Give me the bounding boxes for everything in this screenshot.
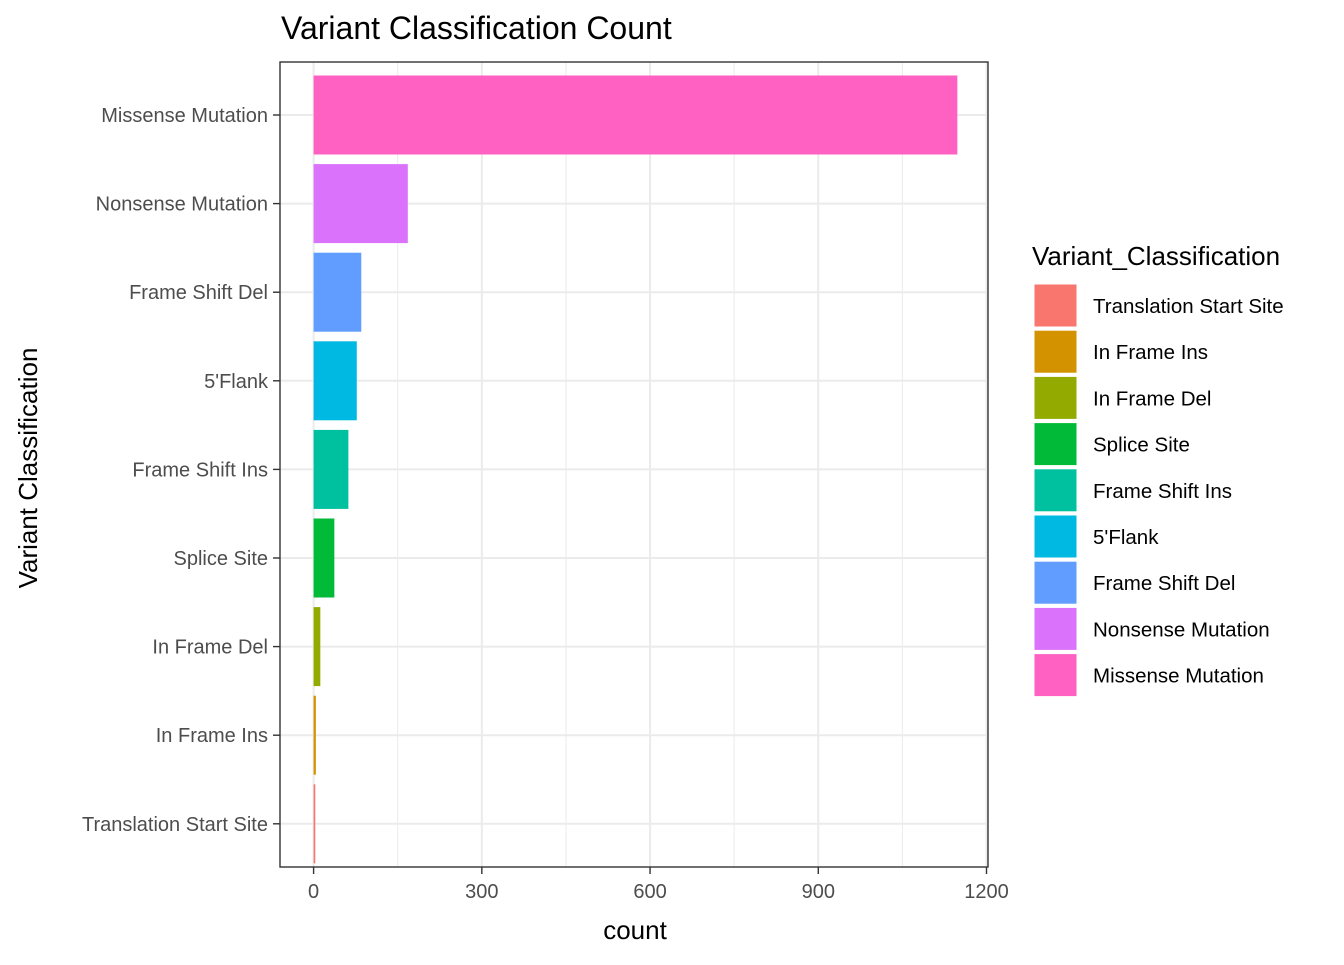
legend-swatch	[1033, 422, 1078, 467]
legend-items: Translation Start Site In Frame Ins In Fra…	[1033, 283, 1284, 698]
legend-label: Splice Site	[1093, 434, 1190, 457]
y-tick-label: Missense Mutation	[101, 105, 268, 127]
legend-label: 5'Flank	[1093, 526, 1159, 549]
legend-label: In Frame Del	[1093, 387, 1211, 410]
legend-swatch	[1033, 514, 1078, 559]
x-tick-label: 300	[465, 881, 498, 903]
bar-missense-mutation	[313, 75, 958, 155]
y-tick-label: Frame Shift Ins	[132, 459, 268, 481]
legend-item-splice-site: Splice Site	[1033, 422, 1190, 467]
legend-item-frame-shift-del: Frame Shift Del	[1033, 560, 1235, 605]
legend-label: Missense Mutation	[1093, 665, 1264, 688]
legend-swatch	[1033, 560, 1078, 605]
y-tick-label: In Frame Ins	[156, 725, 268, 747]
x-tick-label: 900	[802, 881, 835, 903]
x-axis-title: count	[603, 915, 667, 945]
y-axis: Translation Start Site In Frame Ins In Fra…	[82, 105, 280, 836]
legend-swatch	[1033, 283, 1078, 328]
legend-swatch	[1033, 329, 1078, 374]
y-tick-label: Translation Start Site	[82, 814, 268, 836]
legend-item-frame-shift-ins: Frame Shift Ins	[1033, 468, 1232, 513]
legend-label: Translation Start Site	[1093, 295, 1284, 318]
y-tick-label: Nonsense Mutation	[96, 194, 268, 216]
legend-swatch	[1033, 653, 1078, 698]
legend-swatch	[1033, 375, 1078, 420]
bar-in-frame-ins	[313, 695, 316, 775]
bar-frame-shift-ins	[313, 429, 349, 509]
x-tick-label: 1200	[964, 881, 1009, 903]
legend-item-translation-start-site: Translation Start Site	[1033, 283, 1284, 328]
bar-layer	[313, 75, 958, 864]
panel-border	[279, 61, 989, 868]
bar-splice-site	[313, 518, 335, 598]
x-tick-label: 600	[633, 881, 666, 903]
legend-swatch	[1033, 606, 1078, 651]
x-tick-label: 0	[308, 881, 319, 903]
bar-in-frame-del	[313, 607, 321, 687]
legend-swatch	[1033, 468, 1078, 513]
legend-item-nonsense-mutation: Nonsense Mutation	[1033, 606, 1270, 651]
legend-item-in-frame-ins: In Frame Ins	[1033, 329, 1208, 374]
legend: Variant_Classification Translation Start…	[1032, 241, 1284, 698]
y-axis-title: Variant Classification	[13, 348, 43, 589]
legend-label: Frame Shift Del	[1093, 572, 1235, 595]
bar-5-flank	[313, 341, 357, 421]
bar-translation-start-site	[313, 784, 316, 864]
y-tick-label: In Frame Del	[152, 637, 268, 659]
legend-item-5-flank: 5'Flank	[1033, 514, 1159, 559]
y-tick-label: Splice Site	[174, 548, 269, 570]
legend-item-missense-mutation: Missense Mutation	[1033, 653, 1264, 698]
legend-label: Frame Shift Ins	[1093, 480, 1232, 503]
x-axis: 0 300 600 900 1200	[308, 867, 1009, 903]
chart-title: Variant Classification Count	[281, 10, 672, 46]
legend-title: Variant_Classification	[1032, 241, 1280, 271]
y-tick-label: 5'Flank	[204, 371, 269, 393]
bar-nonsense-mutation	[313, 164, 408, 244]
legend-label: Nonsense Mutation	[1093, 618, 1270, 641]
legend-label: In Frame Ins	[1093, 341, 1208, 364]
legend-item-in-frame-del: In Frame Del	[1033, 375, 1211, 420]
y-tick-label: Frame Shift Del	[129, 282, 268, 304]
bar-frame-shift-del	[313, 252, 362, 332]
